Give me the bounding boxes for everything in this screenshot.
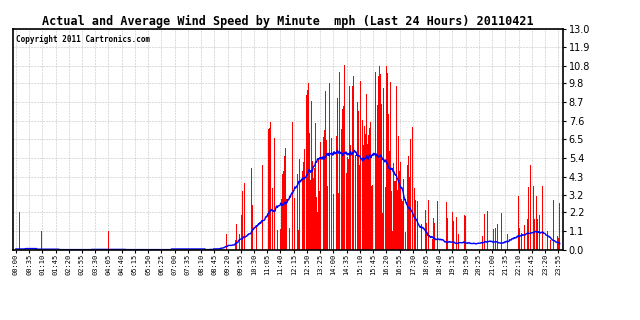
Title: Actual and Average Wind Speed by Minute  mph (Last 24 Hours) 20110421: Actual and Average Wind Speed by Minute … xyxy=(42,14,534,28)
Text: Copyright 2011 Cartronics.com: Copyright 2011 Cartronics.com xyxy=(15,36,150,44)
